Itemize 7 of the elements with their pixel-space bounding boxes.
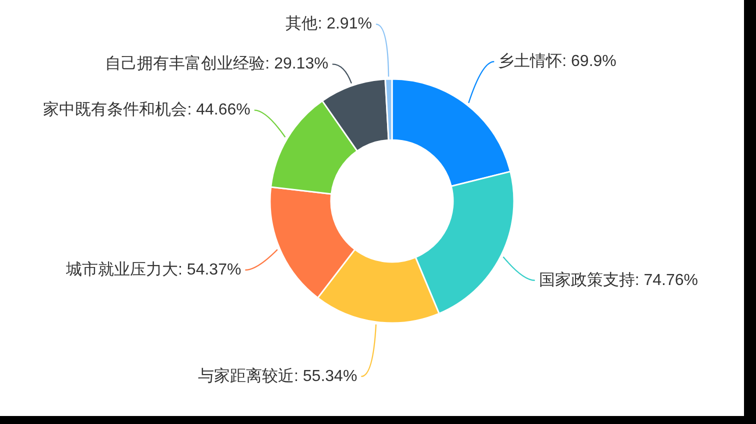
data-label: 城市就业压力大: 54.37%	[66, 262, 242, 279]
data-label: 与家距离较近: 55.34%	[198, 368, 358, 385]
data-label: 自己拥有丰富创业经验: 29.13%	[105, 56, 328, 73]
data-label: 家中既有条件和机会: 44.66%	[43, 102, 250, 119]
data-label: 国家政策支持: 74.76%	[538, 272, 698, 289]
data-label: 乡土情怀: 69.9%	[498, 53, 616, 70]
data-label: 其他: 2.91%	[286, 16, 372, 33]
